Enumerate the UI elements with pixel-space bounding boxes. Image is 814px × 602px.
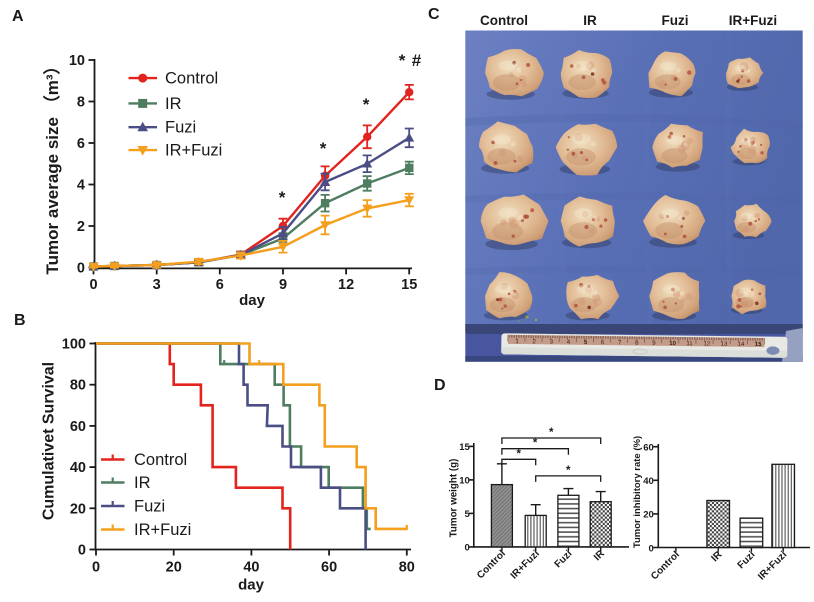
svg-text:60: 60 <box>321 560 337 576</box>
svg-text:12: 12 <box>703 341 710 347</box>
svg-text:0: 0 <box>78 543 86 559</box>
svg-text:Fuzi: Fuzi <box>165 119 196 137</box>
svg-text:3: 3 <box>153 277 161 293</box>
svg-text:Fuzi: Fuzi <box>736 549 758 571</box>
svg-text:IR: IR <box>165 95 182 113</box>
svg-text:6: 6 <box>601 340 605 346</box>
svg-text:4: 4 <box>77 178 85 194</box>
svg-text:*: * <box>533 438 538 450</box>
svg-text:Cumulativet Survival: Cumulativet Survival <box>41 362 58 520</box>
svg-text:IR: IR <box>709 549 724 564</box>
svg-text:IR: IR <box>134 474 151 492</box>
svg-text:6: 6 <box>216 277 224 293</box>
svg-text:Control: Control <box>165 70 218 88</box>
svg-text:IR: IR <box>583 13 597 28</box>
svg-text:Tumor weight (g): Tumor weight (g) <box>449 459 460 538</box>
svg-text:60: 60 <box>643 443 654 454</box>
svg-text:8: 8 <box>77 95 85 111</box>
svg-text:0: 0 <box>89 277 97 293</box>
svg-text:10: 10 <box>69 53 85 69</box>
svg-text:#: # <box>412 51 422 70</box>
svg-text:40: 40 <box>643 476 654 487</box>
svg-text:IR+Fuzi: IR+Fuzi <box>165 142 222 160</box>
svg-text:*: * <box>399 51 406 70</box>
svg-text:13: 13 <box>721 342 728 348</box>
svg-text:4: 4 <box>567 340 571 346</box>
svg-text:Tumor average size （m³）: Tumor average size （m³） <box>42 58 62 275</box>
svg-text:Fuzi: Fuzi <box>662 13 689 28</box>
svg-text:Tumor inhibitory rate (%): Tumor inhibitory rate (%) <box>632 436 643 548</box>
svg-text:100: 100 <box>62 337 86 353</box>
svg-text:*: * <box>320 139 327 158</box>
svg-text:15: 15 <box>401 277 417 293</box>
svg-text:IR+Fuzi: IR+Fuzi <box>729 13 777 28</box>
svg-text:1: 1 <box>515 339 519 345</box>
svg-text:80: 80 <box>70 378 86 394</box>
svg-text:Fuzi: Fuzi <box>553 548 575 570</box>
svg-text:*: * <box>517 448 522 460</box>
svg-text:9: 9 <box>652 341 656 347</box>
svg-text:10: 10 <box>459 476 470 487</box>
svg-text:6: 6 <box>77 136 85 152</box>
svg-text:5: 5 <box>584 340 588 346</box>
svg-text:IR+Fuzi: IR+Fuzi <box>134 521 191 539</box>
svg-text:IR: IR <box>592 548 607 563</box>
svg-text:day: day <box>238 577 265 594</box>
svg-text:3: 3 <box>550 339 554 345</box>
svg-text:Fuzi: Fuzi <box>134 498 165 516</box>
svg-text:9: 9 <box>279 277 287 293</box>
svg-text:14: 14 <box>738 342 745 348</box>
svg-text:0: 0 <box>77 261 85 277</box>
svg-text:15: 15 <box>459 442 470 453</box>
svg-text:Control: Control <box>475 548 508 581</box>
svg-text:8: 8 <box>635 341 639 347</box>
svg-text:*: * <box>566 465 571 477</box>
svg-text:*: * <box>279 188 286 207</box>
svg-text:40: 40 <box>243 560 259 576</box>
svg-text:12: 12 <box>338 277 354 293</box>
svg-text:2: 2 <box>533 339 537 345</box>
svg-text:10: 10 <box>669 341 676 347</box>
svg-text:*: * <box>363 95 370 114</box>
svg-text:20: 20 <box>166 560 182 576</box>
svg-text:5: 5 <box>465 509 471 520</box>
svg-text:0: 0 <box>649 543 654 554</box>
svg-text:15: 15 <box>755 342 762 348</box>
svg-text:11: 11 <box>686 341 693 347</box>
svg-text:Control: Control <box>134 451 187 469</box>
svg-text:40: 40 <box>70 460 86 476</box>
svg-text:20: 20 <box>643 510 654 521</box>
svg-text:20: 20 <box>70 501 86 517</box>
svg-text:80: 80 <box>399 560 415 576</box>
svg-text:Control: Control <box>480 13 528 28</box>
svg-text:0: 0 <box>465 543 470 554</box>
svg-text:0: 0 <box>92 560 100 576</box>
svg-text:2: 2 <box>77 219 85 235</box>
svg-text:*: * <box>549 427 554 439</box>
svg-text:Control: Control <box>649 549 682 582</box>
svg-text:IR+Fuzi: IR+Fuzi <box>756 549 789 582</box>
svg-text:7: 7 <box>618 340 622 346</box>
svg-text:IR+Fuzi: IR+Fuzi <box>509 548 542 581</box>
svg-text:60: 60 <box>70 419 86 435</box>
svg-text:day: day <box>239 292 266 309</box>
